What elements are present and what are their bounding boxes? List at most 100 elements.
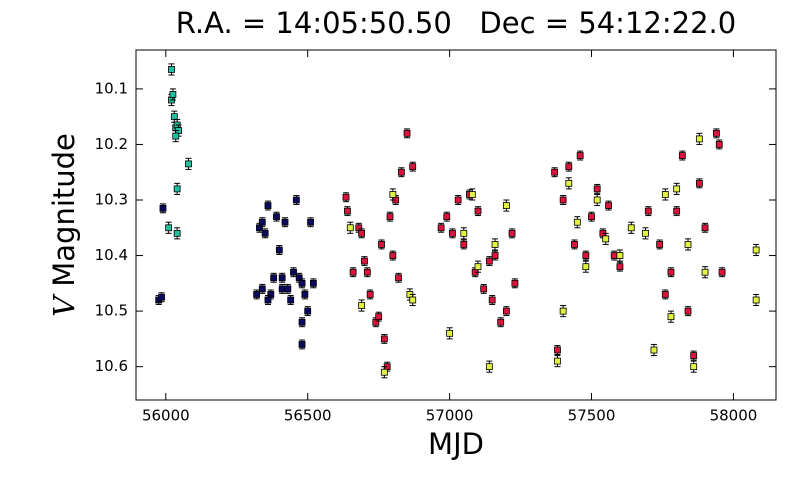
marker xyxy=(593,185,601,193)
point xyxy=(342,192,350,203)
marker xyxy=(752,296,760,304)
point xyxy=(298,339,306,350)
marker xyxy=(650,346,658,354)
marker xyxy=(565,163,573,171)
point xyxy=(661,289,669,300)
y-axis-unit: Magnitude xyxy=(47,133,81,287)
marker xyxy=(173,185,181,193)
point xyxy=(264,200,272,211)
point xyxy=(497,317,505,328)
point xyxy=(474,260,482,273)
point xyxy=(718,267,726,278)
marker xyxy=(168,66,175,73)
marker xyxy=(290,268,297,276)
y-tick-label: 10.2 xyxy=(95,135,128,153)
marker xyxy=(165,224,173,232)
point xyxy=(378,239,385,250)
plot-marks xyxy=(155,63,760,379)
marker xyxy=(474,263,482,271)
point xyxy=(366,289,374,300)
marker xyxy=(170,113,178,121)
marker xyxy=(256,224,263,232)
plot-frame xyxy=(135,49,777,401)
point xyxy=(346,221,354,234)
point xyxy=(298,317,306,328)
marker xyxy=(386,213,394,221)
point xyxy=(409,293,417,307)
point xyxy=(565,161,573,172)
marker xyxy=(295,274,303,282)
point xyxy=(165,221,173,234)
y-tick-label: 10.3 xyxy=(95,191,128,209)
marker xyxy=(627,224,635,232)
point xyxy=(375,311,383,322)
marker xyxy=(752,246,760,254)
marker xyxy=(690,363,698,371)
x-tick-label: 56500 xyxy=(284,407,332,425)
point xyxy=(667,267,675,278)
point xyxy=(582,250,590,261)
marker xyxy=(159,204,167,212)
marker xyxy=(363,268,371,276)
point xyxy=(712,128,720,139)
point xyxy=(281,217,289,228)
point xyxy=(185,157,192,170)
marker xyxy=(349,268,357,276)
marker xyxy=(485,363,493,371)
marker xyxy=(281,218,289,226)
point xyxy=(443,211,451,222)
point xyxy=(287,295,295,305)
point xyxy=(684,238,692,251)
marker xyxy=(278,274,286,282)
point xyxy=(292,195,300,205)
point xyxy=(278,272,286,283)
marker xyxy=(284,285,292,293)
marker xyxy=(358,229,366,237)
marker xyxy=(358,302,366,309)
point xyxy=(307,217,314,228)
point xyxy=(169,88,177,101)
marker xyxy=(559,196,567,204)
point xyxy=(397,167,405,178)
point xyxy=(309,278,317,289)
point xyxy=(502,199,510,212)
marker xyxy=(695,135,703,143)
point xyxy=(616,249,624,262)
point xyxy=(485,256,493,267)
point xyxy=(701,222,709,233)
marker xyxy=(695,179,703,187)
marker xyxy=(582,252,590,259)
point xyxy=(258,217,266,228)
marker xyxy=(304,307,312,315)
point xyxy=(485,360,493,373)
marker xyxy=(395,274,402,282)
marker xyxy=(718,268,726,276)
point xyxy=(158,292,165,303)
point xyxy=(588,211,595,222)
point xyxy=(554,345,561,355)
point xyxy=(298,278,306,289)
marker xyxy=(571,241,578,248)
marker xyxy=(403,129,411,137)
point xyxy=(690,350,698,361)
marker xyxy=(644,207,652,215)
point xyxy=(695,132,703,145)
y-tick-label: 10.1 xyxy=(95,79,128,97)
marker xyxy=(485,257,493,265)
marker xyxy=(642,229,649,237)
marker xyxy=(366,291,374,298)
marker xyxy=(460,229,468,237)
y-axis-variable: V xyxy=(47,293,81,317)
point xyxy=(605,200,612,211)
marker xyxy=(460,241,468,248)
marker xyxy=(301,291,309,298)
point xyxy=(582,260,590,273)
marker xyxy=(582,263,590,271)
marker xyxy=(508,229,516,237)
point xyxy=(616,261,624,272)
point xyxy=(502,306,510,317)
point xyxy=(468,188,476,201)
point xyxy=(559,305,567,318)
point xyxy=(559,195,567,205)
